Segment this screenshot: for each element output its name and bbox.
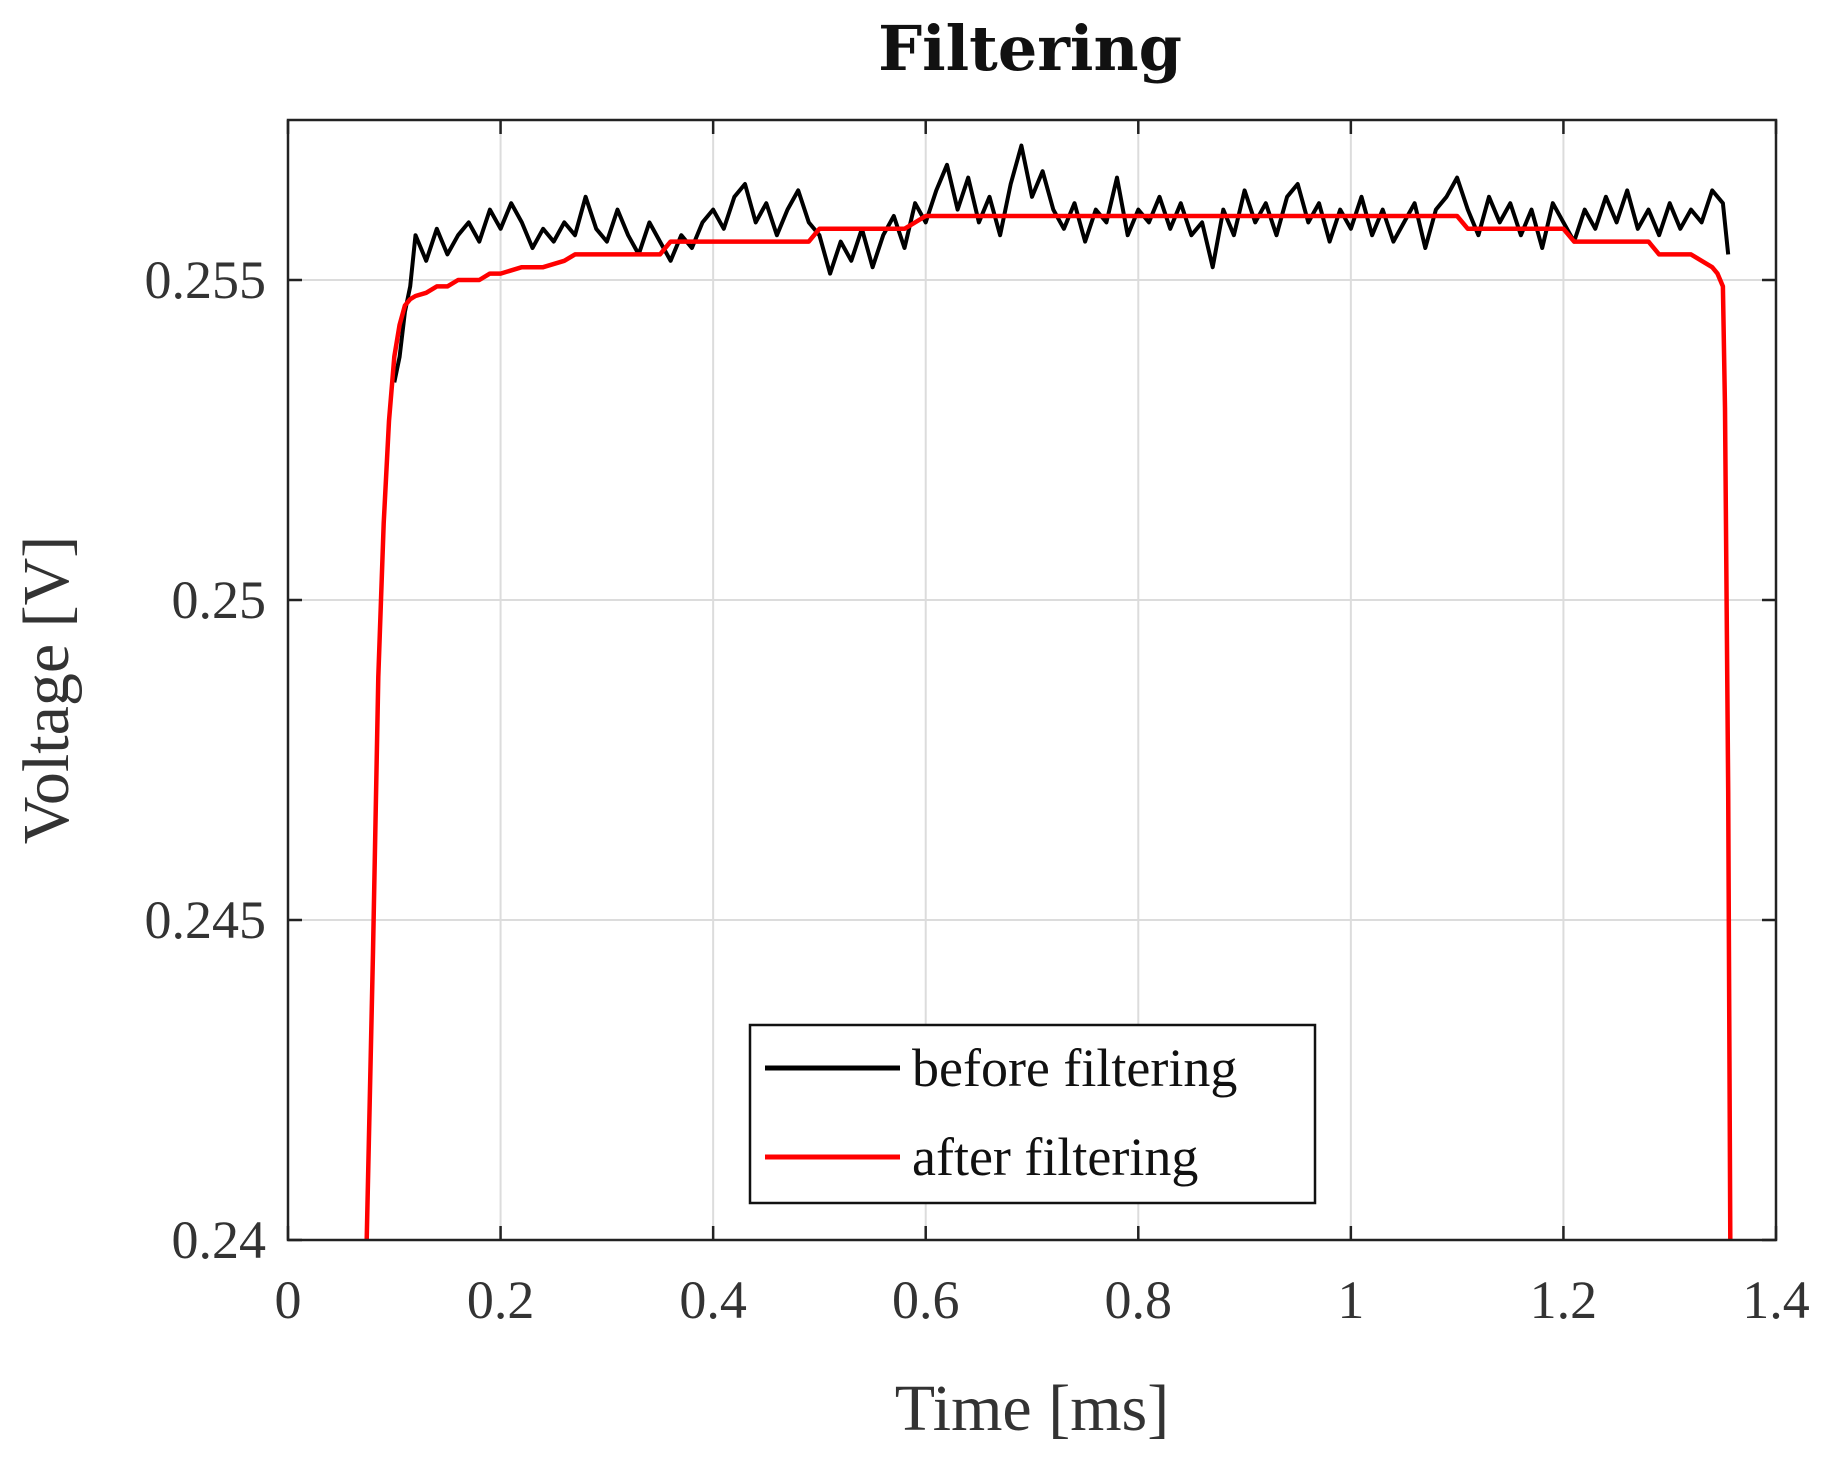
x-tick-label: 0 (275, 1270, 302, 1330)
legend-label-before-filtering: before filtering (912, 1038, 1237, 1098)
x-tick-label: 0.8 (1105, 1270, 1173, 1330)
y-axis-label: Voltage [V] (10, 536, 83, 845)
legend-label-after-filtering: after filtering (912, 1127, 1198, 1187)
y-tick-label: 0.25 (172, 570, 267, 630)
x-tick-label: 1 (1337, 1270, 1364, 1330)
x-tick-label: 1.2 (1530, 1270, 1598, 1330)
y-tick-label: 0.255 (145, 250, 267, 310)
series-group (364, 143, 1733, 1240)
y-tick-label: 0.24 (172, 1210, 267, 1270)
x-tick-label: 0.2 (467, 1270, 535, 1330)
legend-box (748, 1023, 1317, 1205)
series-line-before-filtering (392, 143, 1731, 383)
x-tick-label: 0.6 (892, 1270, 960, 1330)
chart-title: Filtering (878, 12, 1182, 85)
x-tick-labels: 0 0.2 0.4 0.6 0.8 1 1.2 1.4 (275, 1270, 1810, 1330)
x-axis-label: Time [ms] (895, 1372, 1169, 1445)
y-tick-labels: 0.24 0.245 0.25 0.255 (145, 250, 267, 1270)
legend: before filtering after filtering (748, 1023, 1317, 1205)
y-tick-label: 0.245 (145, 890, 267, 950)
x-tick-label: 1.4 (1742, 1270, 1810, 1330)
x-tick-label: 0.4 (679, 1270, 747, 1330)
axis-ticks (286, 120, 1778, 1242)
series-line-after-filtering (364, 213, 1733, 1240)
plot-frame (286, 118, 1778, 1242)
